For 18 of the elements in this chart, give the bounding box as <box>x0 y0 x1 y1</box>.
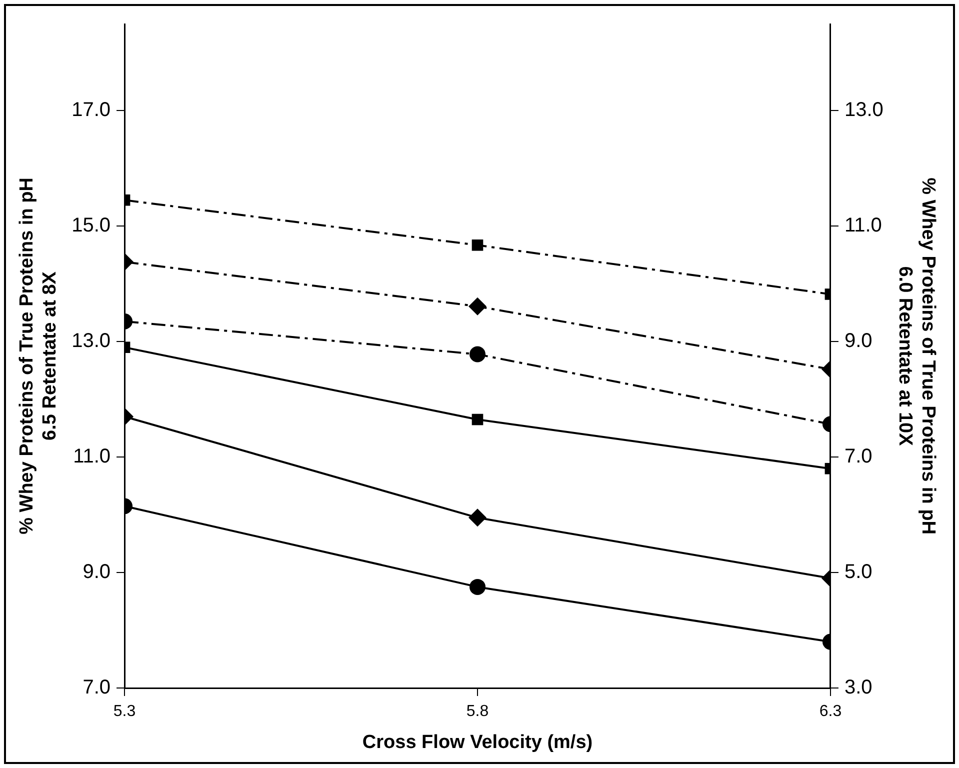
y-tick-label: 15.0 <box>72 214 111 237</box>
x-tick-label: 6.3 <box>819 703 842 720</box>
y-tick-label: 7.0 <box>82 676 111 699</box>
y2-tick-label: 7.0 <box>844 446 872 468</box>
x-tick-label: 5.3 <box>113 703 136 720</box>
y-axis-title: % Whey Proteins of True Proteins in pH 6.5 Retentate at 8X <box>16 178 60 534</box>
y2-tick-label: 3.0 <box>844 676 872 699</box>
y2-axis-title: % Whey Proteins of True Proteins in pH 6.0 Retentate at 10X <box>894 178 938 534</box>
y-tick-label: 9.0 <box>82 561 111 584</box>
y2-tick-label: 11.0 <box>844 214 882 237</box>
y-tick-label: 17.0 <box>72 99 111 122</box>
y2-tick-label: 5.0 <box>844 561 872 584</box>
y-tick-label: 13.0 <box>72 330 111 352</box>
y2-tick-label: 13.0 <box>844 99 884 122</box>
y-tick-label: 11.0 <box>73 446 111 468</box>
x-axis-title: Cross Flow Velocity (m/s) <box>362 732 593 753</box>
x-tick-label: 5.8 <box>466 703 489 720</box>
y2-tick-label: 9.0 <box>844 330 872 352</box>
